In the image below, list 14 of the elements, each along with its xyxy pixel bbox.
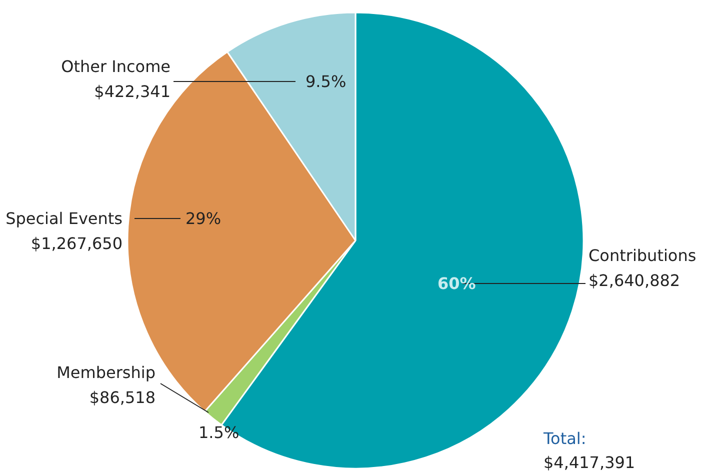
data-label: 60% [438, 274, 476, 293]
text: Total: [542, 429, 586, 448]
text: $1,267,650 [30, 234, 122, 253]
text: $422,341 [94, 82, 170, 101]
text: $2,640,882 [588, 271, 680, 290]
text: $4,417,391 [544, 453, 636, 472]
slice-label: Membership [56, 363, 156, 382]
slice-label: Other Income [61, 57, 170, 76]
data-label: 9.5% [306, 72, 346, 91]
slice-label: Contributions [588, 246, 696, 265]
slice-label: Special Events [6, 209, 122, 228]
data-label: 29% [186, 209, 222, 228]
data-label: 1.5% [198, 423, 240, 442]
text: $86,518 [89, 388, 156, 407]
